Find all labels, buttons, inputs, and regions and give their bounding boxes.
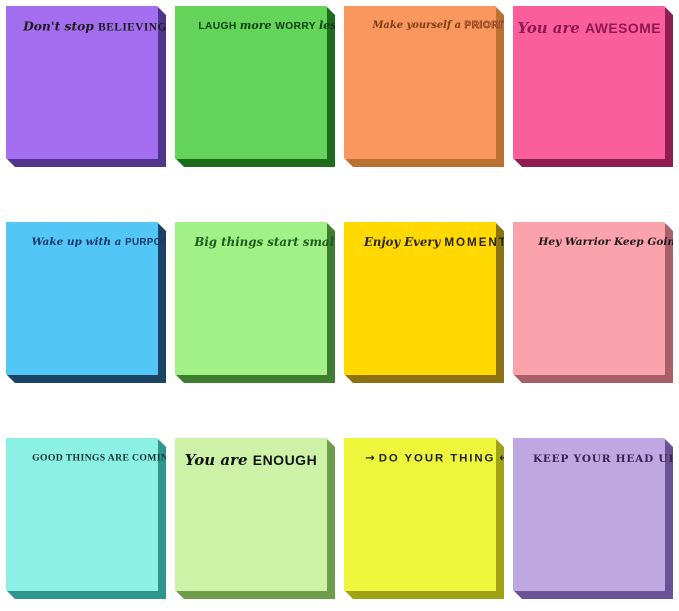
sticky-note-you-are-enough: You are ENOUGH bbox=[175, 438, 335, 599]
note-face bbox=[344, 6, 496, 159]
note-text-segment: Wake up with a bbox=[31, 235, 126, 248]
sticky-note-you-are-awesome: You are AWESOME bbox=[513, 6, 673, 167]
note-face bbox=[344, 222, 496, 375]
note-text-segment: less bbox=[318, 19, 343, 33]
note-text-segment: DO YOUR THING bbox=[378, 451, 496, 465]
note-quote: Enjoy Every MOMENT bbox=[364, 235, 476, 250]
note-quote: Make yourself a PRIORITY bbox=[372, 19, 467, 32]
note-quote: Big things start small bbox=[194, 235, 307, 250]
note-text-segment: Make yourself a bbox=[372, 19, 465, 31]
note-quote: You are ENOUGH bbox=[179, 451, 323, 470]
note-text-segment: Big things start small bbox=[194, 235, 339, 250]
sticky-note-make-yourself-a-priority: Make yourself a PRIORITY bbox=[344, 6, 504, 167]
note-face bbox=[175, 438, 327, 591]
note-text-segment: PURPOSE bbox=[125, 235, 176, 247]
note-quote: You are AWESOME bbox=[517, 19, 660, 38]
note-text-segment: Enjoy Every bbox=[363, 235, 445, 250]
sticky-note-enjoy-every-moment: Enjoy Every MOMENT bbox=[344, 222, 504, 383]
note-text-segment: KEEP YOUR HEAD UP bbox=[532, 452, 678, 466]
note-text-segment: Don't stop bbox=[23, 19, 99, 34]
sticky-note-hey-warrior-keep-going: Hey Warrior Keep Going bbox=[513, 222, 673, 383]
note-face bbox=[6, 222, 158, 375]
note-face bbox=[6, 6, 158, 159]
note-text-segment: PRIORITY bbox=[464, 19, 517, 31]
sticky-note-dont-stop-believing: Don't stop BELIEVING bbox=[6, 6, 166, 167]
note-text-segment: more bbox=[239, 19, 276, 33]
note-quote: Don't stop BELIEVING bbox=[23, 19, 141, 35]
note-face bbox=[513, 222, 665, 375]
sticky-note-laugh-more-worry-less: LAUGH more WORRY less bbox=[175, 6, 335, 167]
note-text-segment: AWESOME bbox=[584, 19, 662, 36]
note-text-segment: WORRY bbox=[275, 19, 319, 32]
note-quote: Wake up with a PURPOSE bbox=[32, 235, 133, 248]
note-quote: Hey Warrior Keep Going bbox=[538, 235, 639, 248]
sticky-note-big-things-start-small: Big things start small bbox=[175, 222, 335, 383]
note-face bbox=[6, 438, 158, 591]
note-quote: LAUGH more WORRY less bbox=[198, 19, 303, 33]
note-text-segment: ← bbox=[495, 451, 509, 465]
note-text-segment: You are bbox=[184, 451, 253, 469]
note-text-segment: Hey Warrior Keep Going bbox=[538, 235, 679, 248]
note-quote: GOOD THINGS ARE COMING bbox=[32, 451, 132, 465]
note-text-segment: BELIEVING bbox=[98, 21, 167, 34]
note-quote: KEEP YOUR HEAD UP bbox=[533, 451, 645, 466]
note-face bbox=[175, 222, 327, 375]
sticky-note-wake-up-with-a-purpose: Wake up with a PURPOSE bbox=[6, 222, 166, 383]
sticky-note-good-things-are-coming: GOOD THINGS ARE COMING bbox=[6, 438, 166, 599]
note-face bbox=[513, 6, 665, 159]
note-face bbox=[513, 438, 665, 591]
note-face bbox=[175, 6, 327, 159]
note-text-segment: MOMENT bbox=[444, 235, 508, 250]
note-quote: → DO YOUR THING ← bbox=[365, 451, 475, 466]
sticky-note-keep-your-head-up: KEEP YOUR HEAD UP bbox=[513, 438, 673, 599]
note-text-segment: You are bbox=[517, 19, 585, 37]
note-face bbox=[344, 438, 496, 591]
note-text-segment: GOOD THINGS ARE COMING bbox=[32, 453, 177, 464]
note-text-segment: LAUGH bbox=[198, 19, 240, 32]
note-text-segment: ENOUGH bbox=[252, 452, 318, 468]
note-text-segment: → bbox=[365, 451, 379, 465]
sticky-note-do-your-thing: → DO YOUR THING ← bbox=[344, 438, 504, 599]
